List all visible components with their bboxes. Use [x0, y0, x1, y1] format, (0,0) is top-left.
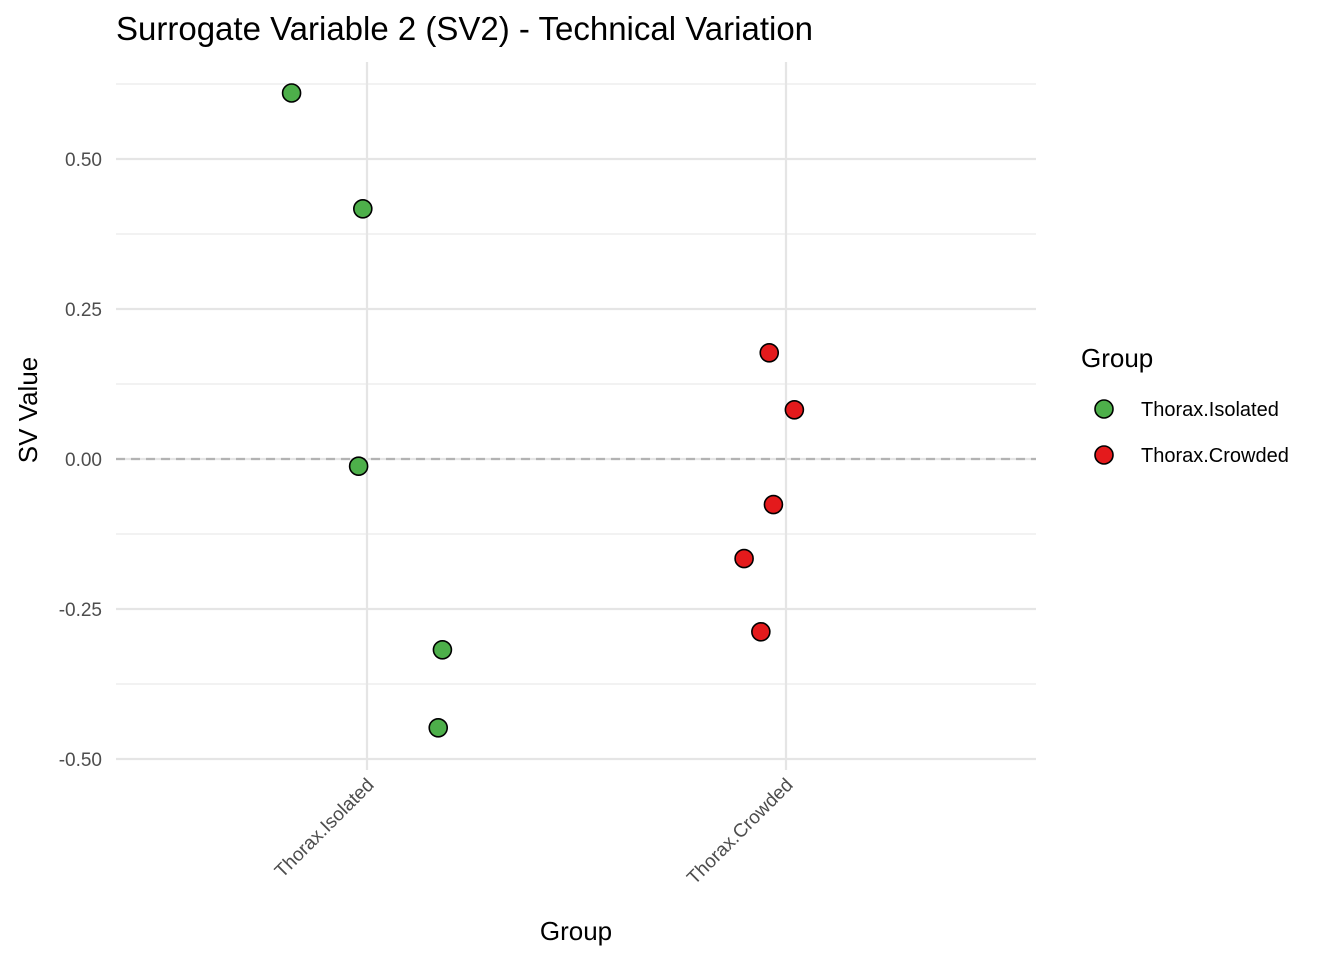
- y-tick-label: 0.25: [65, 300, 102, 321]
- y-tick-label: 0.00: [65, 450, 102, 471]
- legend-key: [1094, 399, 1114, 419]
- data-point: [348, 456, 369, 477]
- data-point: [784, 399, 805, 420]
- y-tick-label: -0.25: [59, 600, 102, 621]
- legend: Group Thorax.Isolated Thorax.Crowded: [1081, 343, 1289, 467]
- legend-key: [1094, 445, 1114, 465]
- data-point: [759, 342, 780, 363]
- data-point: [353, 199, 373, 219]
- grid: [116, 62, 1036, 770]
- data-points: [281, 83, 805, 738]
- data-point: [734, 548, 754, 569]
- x-axis-ticks: Thorax.Isolated Thorax.Crowded: [271, 775, 797, 889]
- data-point: [751, 621, 771, 642]
- y-axis-title: SV Value: [13, 357, 43, 463]
- x-axis-title: Group: [540, 916, 612, 946]
- y-tick-label: -0.50: [59, 750, 102, 771]
- data-point: [432, 639, 453, 660]
- data-point: [281, 83, 302, 103]
- data-point: [428, 717, 449, 738]
- x-tick-label: Thorax.Crowded: [683, 775, 797, 889]
- x-tick-label: Thorax.Isolated: [271, 775, 378, 882]
- legend-title: Group: [1081, 343, 1153, 373]
- data-point: [763, 494, 784, 515]
- chart-title: Surrogate Variable 2 (SV2) - Technical V…: [116, 10, 813, 47]
- legend-label: Thorax.Crowded: [1141, 445, 1289, 467]
- y-tick-label: 0.50: [65, 150, 102, 171]
- y-axis-ticks: -0.50 -0.25 0.00 0.25 0.50: [59, 150, 102, 771]
- legend-label: Thorax.Isolated: [1141, 399, 1279, 421]
